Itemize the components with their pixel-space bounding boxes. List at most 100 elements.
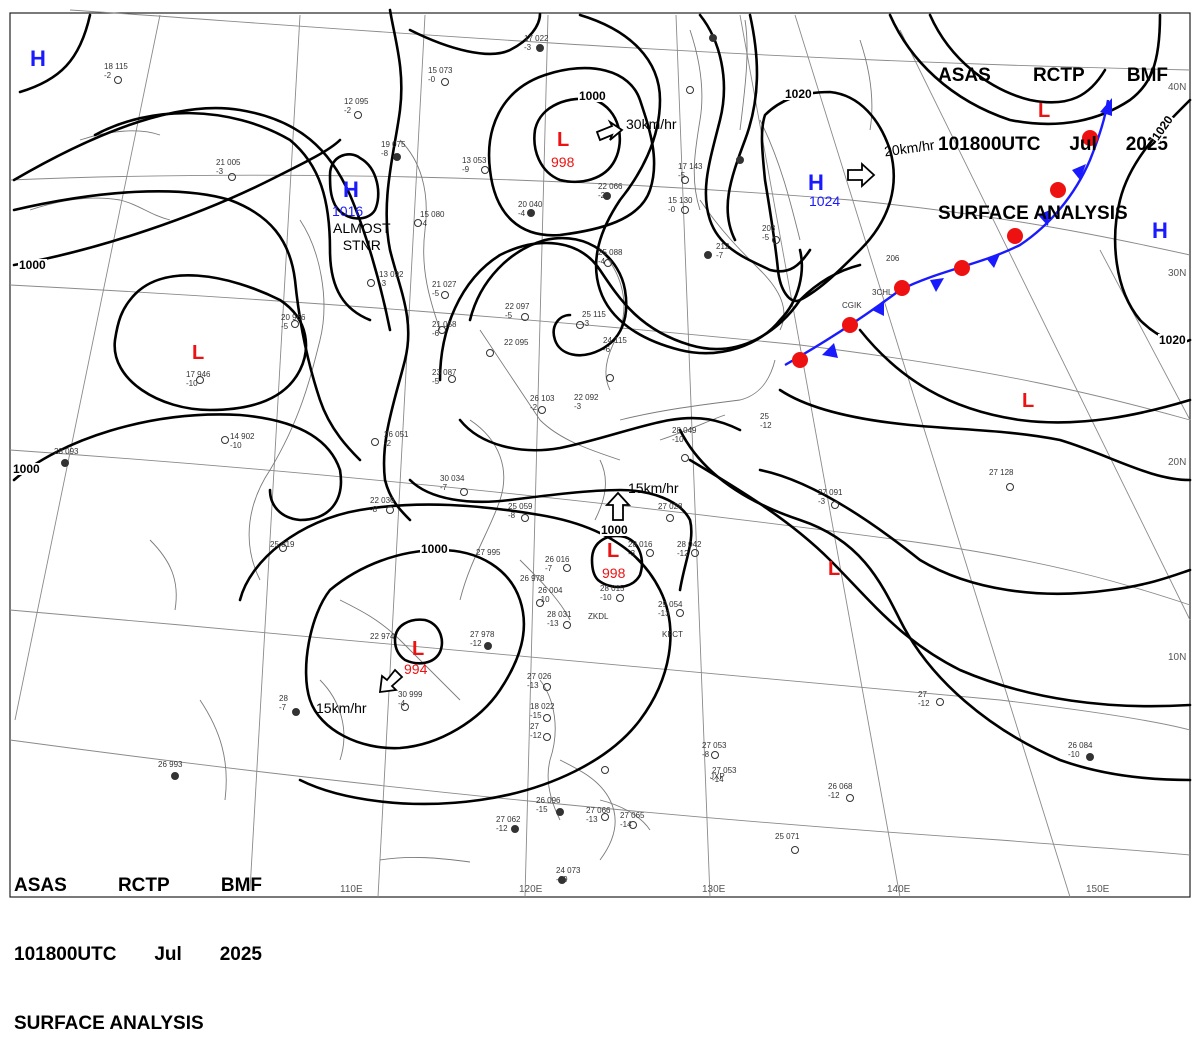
station-plot: 18 115 -2 [104,62,128,80]
station-markers [61,34,1094,884]
low-center-994: L [412,638,425,660]
station-plot: 27 995 [476,548,500,557]
low-998-south-value: 998 [602,565,626,581]
isobar-mid-big [438,241,862,382]
station-plot: 28 093 [54,447,78,456]
station-tendency: -10 [672,435,684,444]
station-tendency: -12 [760,421,772,430]
station-tendency: -12 [530,731,542,740]
station-temp-pressure: 17 946 [186,370,211,379]
high-center-nw: H [30,46,46,71]
station-temp-pressure: 28 093 [54,447,79,456]
station-plot: 17 022 -3 [524,34,548,52]
station-temp-pressure: 27 053 [712,766,737,775]
station-plot: 14 902 -10 [230,432,254,450]
isobar-east-lower-c [758,468,1192,596]
isobar-east-lower-b [688,458,1192,708]
station-tendency: -5 [281,322,289,331]
station-temp-pressure: 212 [716,242,730,251]
station-temp-pressure: 24 073 [556,866,581,875]
station-temp-pressure: 29 054 [658,600,683,609]
header-top-title: SURFACE ANALYSIS [938,203,1128,224]
header-top-code: BMF [1126,65,1168,86]
station-plot: 212 -7 [716,242,729,260]
isobar-label-1020-center: 1020 [784,87,813,101]
station-plot: 28 -7 [279,694,288,712]
station-temp-pressure: 26 051 [384,430,409,439]
station-temp-pressure: 22 066 [598,182,623,191]
coastlines [29,19,873,863]
isobar-south-outer [238,503,672,806]
station-plot: 13 092 -3 [379,270,403,288]
station-tendency: -12 [496,824,508,833]
station-plot: 15 130 -0 [668,196,692,214]
station-temp-pressure: 27 028 [658,502,683,511]
station-plot: 26 084 -10 [1068,741,1092,759]
station-tendency: -12 [677,549,689,558]
header-top: ASAS RCTP BMF 101800UTC Jul 2025 SURFACE… [938,18,1168,248]
station-temp-pressure: ZKDL [588,612,609,621]
station-plot: 25 -12 [760,412,772,430]
lat-label-30n: 30N [1168,268,1187,279]
station-temp-pressure: 17 143 [678,162,703,171]
lon-label-140e: 140E [887,884,911,895]
station-temp-pressure: 21 058 [432,320,457,329]
lat-label-40n: 40N [1168,82,1187,93]
station-plot: ZKDL [588,612,608,621]
station-temp-pressure: 27 [530,722,539,731]
station-tendency: -5 [762,233,770,242]
station-tendency: -12 [470,639,482,648]
station-tendency: -5 [432,377,440,386]
map-canvas [9,8,1192,898]
station-temp-pressure: 18 022 [530,702,555,711]
station-temp-pressure: 27 091 [818,488,843,497]
station-tendency: -0 [428,75,436,84]
station-temp-pressure: 27 066 [586,806,611,815]
station-plot: 19 075 -8 [381,140,405,158]
station-tendency: -7 [716,251,724,260]
isobars [12,8,1192,806]
header-top-product: ASAS [938,65,991,86]
station-temp-pressure: 22 036 [370,496,395,505]
station-plot: 26 004 -10 [538,586,562,604]
station-temp-pressure: 206 [886,254,900,263]
station-tendency: -19 [556,875,568,884]
station-tendency: -2 [384,439,392,448]
header-bottom-code: BMF [220,875,262,896]
station-plot: 25 059 -8 [508,502,532,520]
station-plot: 22 036 -8 [370,496,394,514]
station-plot: 20 966 -5 [281,313,305,331]
station-temp-pressure: 25 071 [775,832,800,841]
isobar-998-small [590,534,644,589]
station-tendency: -3 [628,549,636,558]
station-plot: 23 087 -5 [432,368,456,386]
station-plot: 13 053 -9 [462,156,486,174]
station-temp-pressure: 18 115 [104,62,128,71]
almost-stationary-note: ALMOST STNR [333,220,391,254]
station-tendency: -3 [524,43,532,52]
station-tendency: -10 [186,379,198,388]
station-plot: 28 049 -10 [672,426,696,444]
station-temp-pressure: 27 065 [620,811,645,820]
station-temp-pressure: 23 087 [432,368,457,377]
station-temp-pressure: 3CHL [872,288,893,297]
station-plot: 27 065 -14 [620,811,644,829]
station-temp-pressure: 14 902 [230,432,255,441]
isobar-center-left [382,8,412,522]
station-tendency: -10 [230,441,242,450]
station-tendency: -10 [538,595,550,604]
isobar-994-inner [393,618,444,665]
station-temp-pressure: 12 095 [344,97,369,106]
station-temp-pressure: 25 115 [582,310,606,319]
isobar-north-high [18,13,92,94]
almost-label: ALMOST [333,220,391,236]
station-temp-pressure: 13 092 [379,270,404,279]
station-plot: 22 092 -3 [574,393,598,411]
station-tendency: -5 [678,171,686,180]
station-temp-pressure: 27 128 [989,468,1014,477]
station-plot: 206 [886,254,899,263]
station-plot: 27 -12 [918,690,930,708]
station-plot: 27 062 -12 [496,815,520,833]
station-temp-pressure: 30 034 [440,474,465,483]
station-temp-pressure: 25 088 [598,248,623,257]
